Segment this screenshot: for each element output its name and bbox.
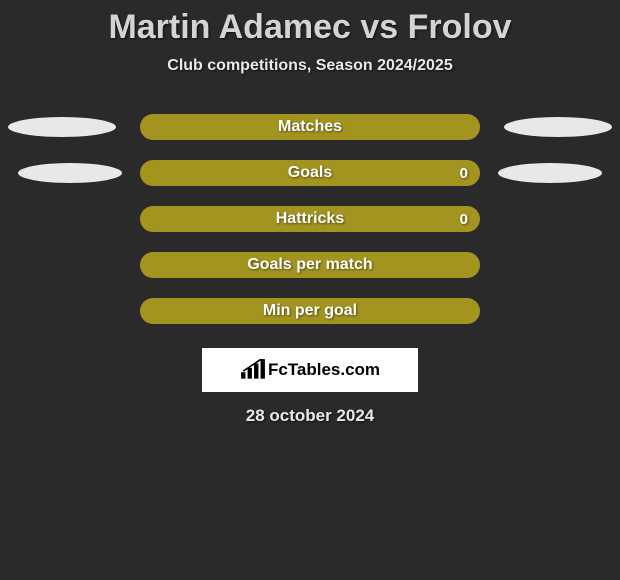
right-value-ellipse bbox=[504, 117, 612, 137]
stat-label: Goals bbox=[288, 164, 332, 182]
stat-row-goals: Goals 0 bbox=[0, 156, 620, 190]
stat-label: Goals per match bbox=[247, 256, 372, 274]
player1-name: Martin Adamec bbox=[108, 8, 350, 46]
left-value-ellipse bbox=[18, 163, 122, 183]
player2-name: Frolov bbox=[408, 8, 512, 46]
stat-row-matches: Matches bbox=[0, 110, 620, 144]
comparison-infographic: Martin Adamec vs Frolov Club competition… bbox=[0, 0, 620, 426]
subtitle: Club competitions, Season 2024/2025 bbox=[0, 57, 620, 75]
page-title: Martin Adamec vs Frolov bbox=[0, 8, 620, 47]
right-value-ellipse bbox=[498, 163, 602, 183]
stat-bar: Hattricks 0 bbox=[140, 206, 480, 232]
footer-brand-text: FcTables.com bbox=[268, 360, 380, 380]
stat-label: Min per goal bbox=[263, 302, 357, 320]
stat-label: Matches bbox=[278, 118, 342, 136]
stat-value-right: 0 bbox=[460, 165, 468, 182]
stat-value-right: 0 bbox=[460, 211, 468, 228]
stat-bar: Goals per match bbox=[140, 252, 480, 278]
bar-chart-icon bbox=[240, 359, 266, 381]
stat-label: Hattricks bbox=[276, 210, 344, 228]
stat-row-hattricks: Hattricks 0 bbox=[0, 202, 620, 236]
stat-bar: Matches bbox=[140, 114, 480, 140]
vs-text: vs bbox=[360, 8, 398, 46]
stat-row-min-per-goal: Min per goal bbox=[0, 294, 620, 328]
footer-logo: FcTables.com bbox=[240, 359, 380, 381]
stat-row-goals-per-match: Goals per match bbox=[0, 248, 620, 282]
date-text: 28 october 2024 bbox=[0, 406, 620, 426]
footer-brand-box: FcTables.com bbox=[202, 348, 418, 392]
left-value-ellipse bbox=[8, 117, 116, 137]
stat-bar: Min per goal bbox=[140, 298, 480, 324]
stat-bar: Goals 0 bbox=[140, 160, 480, 186]
